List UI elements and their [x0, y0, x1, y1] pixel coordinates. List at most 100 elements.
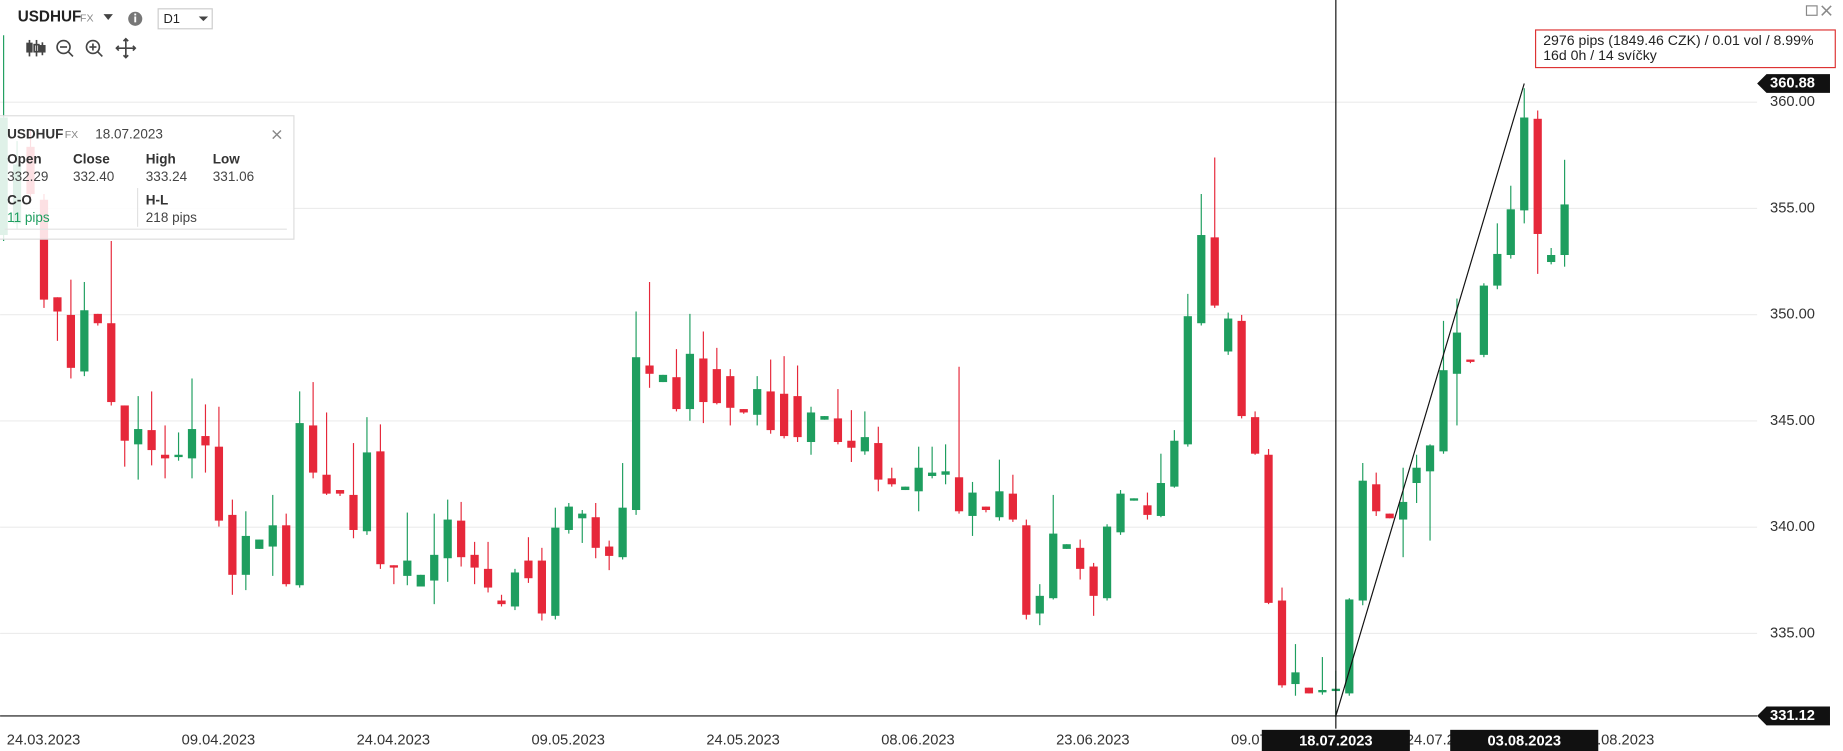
candle-body	[1116, 493, 1125, 533]
candle-body	[1560, 204, 1569, 256]
candle-body	[928, 472, 937, 477]
candle-body	[1277, 600, 1287, 686]
tooltip-value: 218 pips	[146, 210, 197, 225]
candle-body	[362, 452, 372, 532]
price-tag-label: 360.88	[1770, 75, 1815, 91]
candle-body	[53, 297, 62, 312]
candle-body	[497, 600, 506, 605]
timeframe-select[interactable]	[157, 8, 213, 30]
candle-body	[268, 525, 277, 547]
chart-type-icon[interactable]	[26, 39, 46, 57]
candle-body	[201, 436, 210, 446]
measure-frame	[1534, 29, 1836, 69]
candle-body	[658, 374, 668, 383]
y-tick-label: 340.00	[1770, 519, 1815, 535]
candle-body	[1264, 454, 1273, 603]
candle-body	[645, 365, 654, 374]
x-tick-label: 09.05.2023	[531, 732, 605, 748]
candle-body	[806, 412, 816, 443]
tooltip-value: 333.24	[146, 169, 188, 184]
x-tick-label: 08.08.2023	[1581, 732, 1655, 748]
candle-body	[578, 513, 587, 519]
candle-body	[1183, 316, 1192, 445]
candle-body	[282, 525, 291, 585]
symbol-dropdown[interactable]	[103, 14, 113, 20]
candle-body	[107, 323, 116, 403]
candle-body	[1412, 467, 1421, 484]
candle-body	[1399, 501, 1408, 520]
candle-body	[1533, 118, 1542, 234]
candle-body	[564, 506, 573, 530]
candle-body	[1520, 117, 1529, 211]
pan[interactable]	[115, 37, 137, 59]
candle-body	[1452, 332, 1462, 374]
candle-body	[766, 391, 775, 431]
candle-body	[524, 560, 533, 579]
tooltip-label: High	[146, 151, 176, 166]
candle-body	[995, 491, 1004, 518]
y-tick-label: 360.00	[1770, 94, 1815, 110]
candle-body	[1345, 599, 1354, 694]
x-tick-label: 24.03.2023	[7, 732, 81, 748]
candle-body	[322, 474, 331, 494]
candle-body	[941, 471, 950, 475]
tooltip-label: Close	[73, 151, 110, 166]
candle-body	[739, 409, 748, 413]
date-tag	[1450, 729, 1599, 751]
timeframe-dropdown	[198, 16, 209, 22]
close-button[interactable]	[1821, 5, 1832, 16]
symbol-tag: FX	[80, 13, 94, 25]
grid: 335.00 340.00 345.00 350.00 355.00 360.00 24.0…	[0, 94, 1815, 748]
tooltip: USDHUF FX 18.07.2023 Open Close High Low…	[0, 115, 295, 240]
candle-body	[1250, 417, 1260, 454]
measure-box: 2976 pips (1849.46 CZK) / 0.01 vol / 8.9…	[1534, 29, 1836, 69]
date-tag-label: 03.08.2023	[1487, 733, 1561, 749]
candle-body	[833, 418, 843, 443]
tooltip-label: Low	[213, 151, 240, 166]
candle-body	[403, 560, 412, 576]
candle-body	[80, 310, 89, 372]
candle-body	[39, 199, 49, 300]
candle-body	[389, 565, 398, 568]
candle-body	[847, 440, 856, 448]
candle-body	[255, 539, 264, 549]
candle-body	[483, 568, 493, 588]
candle-body	[1439, 370, 1448, 452]
x-tick-label: 08.06.2023	[881, 732, 955, 748]
candle-body	[712, 369, 721, 404]
candle-body	[214, 446, 224, 521]
zoom-out[interactable]	[56, 39, 74, 57]
date-tag-label: 18.07.2023	[1299, 733, 1373, 749]
symbol: USDHUF	[18, 9, 82, 26]
candle-body	[174, 454, 183, 458]
tooltip-value: 332.40	[73, 169, 114, 184]
zoom-in[interactable]	[85, 39, 103, 57]
candle-body	[726, 376, 735, 408]
tooltip-label: H-L	[146, 193, 169, 208]
tooltip-close[interactable]	[272, 129, 282, 140]
window-button[interactable]	[1805, 5, 1818, 16]
tooltip-label: Open	[7, 151, 42, 166]
tooltip-value: 332.29	[7, 169, 48, 184]
candle-body	[672, 377, 681, 410]
candle-body	[1210, 237, 1219, 306]
candle-body	[1022, 525, 1031, 615]
candle-body	[551, 527, 560, 616]
candle-body	[1479, 285, 1488, 355]
candle-body	[309, 425, 318, 473]
candle-body	[416, 574, 425, 587]
candle-body	[1143, 505, 1152, 515]
candle-body	[1129, 498, 1139, 501]
price-tag	[1757, 706, 1830, 726]
measure-line: 2976 pips (1849.46 CZK) / 0.01 vol / 8.9…	[1543, 32, 1814, 48]
measure-line: 16d 0h / 14 svíčky	[1543, 47, 1658, 63]
candle-body	[443, 519, 452, 559]
candle-body	[1156, 483, 1166, 516]
candle-body	[1372, 484, 1381, 512]
measure-line	[1335, 83, 1525, 717]
candle-body	[1547, 255, 1556, 263]
candle-body	[954, 477, 964, 512]
candle-body	[1506, 209, 1515, 256]
